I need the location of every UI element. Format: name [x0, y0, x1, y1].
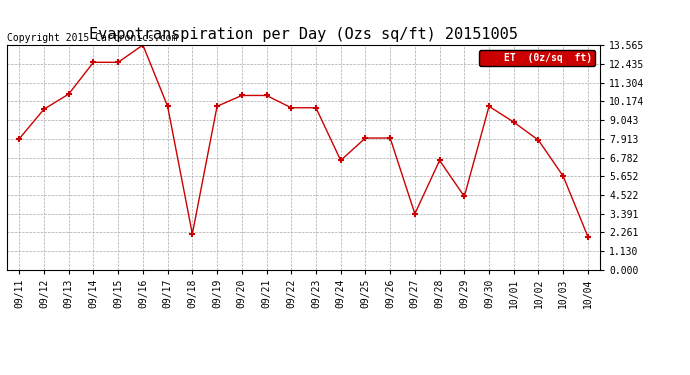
Title: Evapotranspiration per Day (Ozs sq/ft) 20151005: Evapotranspiration per Day (Ozs sq/ft) 2… — [89, 27, 518, 42]
Text: Copyright 2015 Cartronics.com: Copyright 2015 Cartronics.com — [7, 33, 177, 43]
Legend: ET  (0z/sq  ft): ET (0z/sq ft) — [479, 50, 595, 66]
